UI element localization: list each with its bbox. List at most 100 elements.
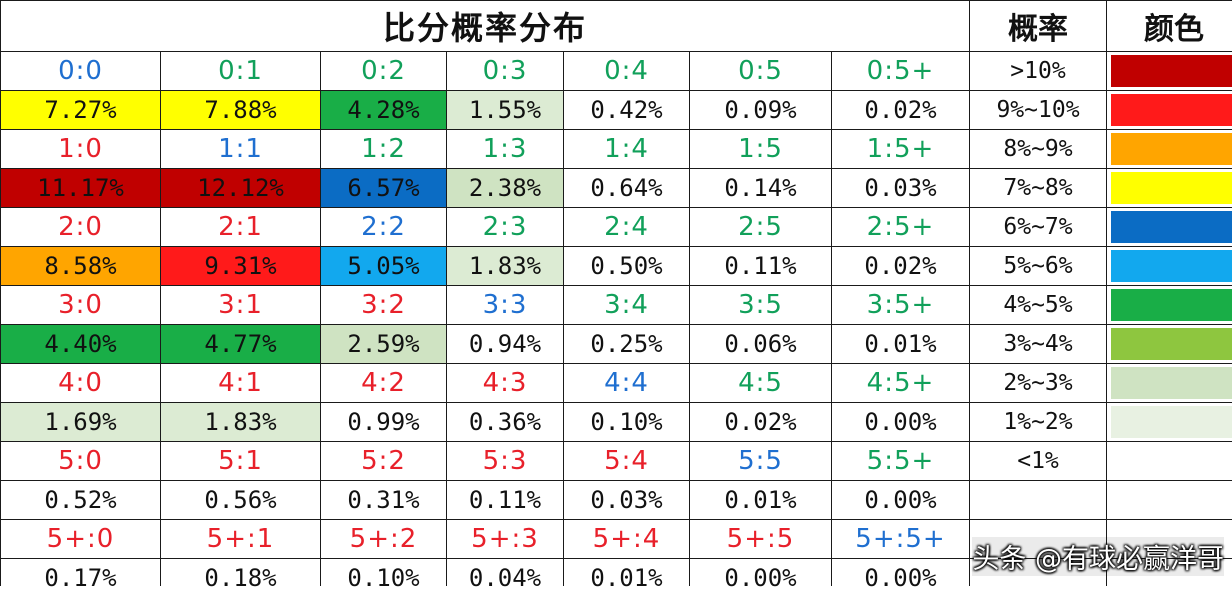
probability-cell: 0.50% <box>564 247 689 285</box>
legend-color-swatch <box>1111 250 1232 282</box>
probability-cell: 0.01% <box>832 325 969 363</box>
probability-cell: 1.83% <box>447 247 563 285</box>
score-label: 3:1 <box>161 286 320 324</box>
legend-color-swatch <box>1111 172 1232 204</box>
score-label: 2:3 <box>447 208 563 246</box>
score-label: 4:2 <box>321 364 446 402</box>
probability-cell: 0.31% <box>321 481 446 519</box>
score-label: 3:2 <box>321 286 446 324</box>
probability-cell: 0.04% <box>447 559 563 597</box>
legend-swatch-cell <box>1107 442 1232 480</box>
score-label: 3:5+ <box>832 286 969 324</box>
score-label: 0:2 <box>321 52 446 90</box>
probability-cell: 0.02% <box>832 91 969 129</box>
score-label: 5+:5+ <box>832 520 969 558</box>
probability-cell: 6.57% <box>321 169 446 207</box>
probability-cell: 0.00% <box>832 559 969 597</box>
probability-cell: 1.83% <box>161 403 320 441</box>
probability-cell: 7.27% <box>1 91 160 129</box>
probability-cell: 0.56% <box>161 481 320 519</box>
probability-cell: 0.06% <box>690 325 831 363</box>
watermark: 头条 @有球必赢洋哥 <box>972 537 1224 576</box>
score-label: 1:0 <box>1 130 160 168</box>
score-label: 0:5+ <box>832 52 969 90</box>
score-label: 4:4 <box>564 364 689 402</box>
probability-cell: 0.36% <box>447 403 563 441</box>
legend-range: 2%~3% <box>970 364 1106 402</box>
legend-range: 3%~4% <box>970 325 1106 363</box>
score-label: 1:4 <box>564 130 689 168</box>
score-label: 5:0 <box>1 442 160 480</box>
table-title: 比分概率分布 <box>1 1 969 51</box>
legend-color-swatch <box>1111 328 1232 360</box>
score-label: 5+:4 <box>564 520 689 558</box>
score-label: 4:5+ <box>832 364 969 402</box>
score-label: 4:0 <box>1 364 160 402</box>
legend-range: 4%~5% <box>970 286 1106 324</box>
probability-cell: 4.28% <box>321 91 446 129</box>
legend-swatch-cell <box>1107 286 1232 324</box>
legend-swatch-cell <box>1107 520 1232 558</box>
score-label: 4:1 <box>161 364 320 402</box>
legend-swatch-cell <box>1107 130 1232 168</box>
legend-range: 9%~10% <box>970 91 1106 129</box>
legend-color-swatch <box>1111 289 1232 321</box>
probability-cell: 8.58% <box>1 247 160 285</box>
legend-range: >10% <box>970 52 1106 90</box>
probability-cell: 0.02% <box>690 403 831 441</box>
score-label: 2:4 <box>564 208 689 246</box>
score-label: 5+:2 <box>321 520 446 558</box>
probability-cell: 0.17% <box>1 559 160 597</box>
probability-cell: 0.01% <box>690 481 831 519</box>
legend-swatch-cell <box>1107 325 1232 363</box>
probability-cell: 0.01% <box>564 559 689 597</box>
score-label: 2:5+ <box>832 208 969 246</box>
legend-range: 6%~7% <box>970 208 1106 246</box>
probability-cell: 0.02% <box>832 247 969 285</box>
score-label: 1:3 <box>447 130 563 168</box>
score-label: 0:5 <box>690 52 831 90</box>
score-label: 0:0 <box>1 52 160 90</box>
legend-swatch-cell <box>1107 247 1232 285</box>
score-label: 5:5+ <box>832 442 969 480</box>
legend-color-swatch <box>1111 211 1232 243</box>
probability-cell: 5.05% <box>321 247 446 285</box>
probability-cell: 0.00% <box>690 559 831 597</box>
score-label: 0:3 <box>447 52 563 90</box>
score-label: 5:3 <box>447 442 563 480</box>
legend-color-swatch <box>1111 55 1232 87</box>
probability-cell: 0.00% <box>832 403 969 441</box>
score-label: 3:5 <box>690 286 831 324</box>
probability-cell: 0.99% <box>321 403 446 441</box>
score-label: 0:4 <box>564 52 689 90</box>
probability-cell: 0.10% <box>321 559 446 597</box>
score-label: 3:4 <box>564 286 689 324</box>
score-label: 1:5+ <box>832 130 969 168</box>
legend-swatch-cell <box>1107 403 1232 441</box>
score-label: 5:1 <box>161 442 320 480</box>
score-label: 2:1 <box>161 208 320 246</box>
probability-cell: 0.18% <box>161 559 320 597</box>
score-label: 4:3 <box>447 364 563 402</box>
probability-cell: 11.17% <box>1 169 160 207</box>
probability-cell: 1.69% <box>1 403 160 441</box>
probability-cell: 0.25% <box>564 325 689 363</box>
legend-swatch-cell <box>1107 364 1232 402</box>
legend-range: 1%~2% <box>970 403 1106 441</box>
score-label: 4:5 <box>690 364 831 402</box>
probability-cell: 0.09% <box>690 91 831 129</box>
legend-color-swatch <box>1111 133 1232 165</box>
score-label: 2:5 <box>690 208 831 246</box>
probability-cell: 0.10% <box>564 403 689 441</box>
legend-color-swatch <box>1111 367 1232 399</box>
probability-cell: 4.40% <box>1 325 160 363</box>
legend-range <box>970 481 1106 519</box>
probability-cell: 4.77% <box>161 325 320 363</box>
score-label: 5:5 <box>690 442 831 480</box>
probability-cell: 0.42% <box>564 91 689 129</box>
score-label: 5+:0 <box>1 520 160 558</box>
score-label: 1:1 <box>161 130 320 168</box>
legend-swatch-cell <box>1107 208 1232 246</box>
probability-cell: 0.14% <box>690 169 831 207</box>
